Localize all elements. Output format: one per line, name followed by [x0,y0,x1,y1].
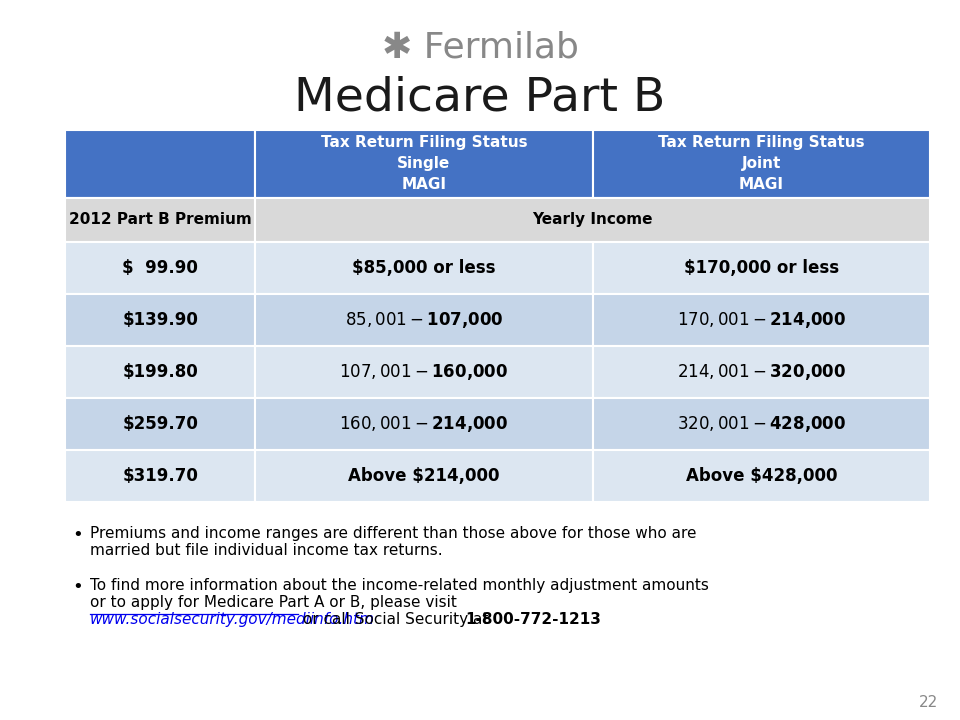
Text: $160,001-$214,000: $160,001-$214,000 [339,414,509,433]
Text: ✱ Fermilab: ✱ Fermilab [381,31,579,65]
Text: Premiums and income ranges are different than those above for those who are: Premiums and income ranges are different… [90,526,697,541]
Bar [255,294,592,346]
Text: Tax Return Filing Status
Joint
MAGI: Tax Return Filing Status Joint MAGI [658,135,865,192]
Text: Tax Return Filing Status
Single
MAGI: Tax Return Filing Status Single MAGI [321,135,527,192]
Text: Above $428,000: Above $428,000 [685,467,837,485]
Bar [592,450,930,502]
Bar [592,397,930,450]
Text: $85,001-$107,000: $85,001-$107,000 [345,310,503,330]
Text: Yearly Income: Yearly Income [533,212,653,228]
Bar [255,130,592,197]
Text: $139.90: $139.90 [122,311,198,329]
Text: Above $214,000: Above $214,000 [348,467,500,485]
Text: or call Social Security at: or call Social Security at [299,612,493,627]
Text: Medicare Part B: Medicare Part B [295,76,665,120]
Text: $170,001-$214,000: $170,001-$214,000 [677,310,846,330]
Bar [592,130,930,197]
Bar [65,397,255,450]
Bar [255,242,592,294]
Text: To find more information about the income-related monthly adjustment amounts: To find more information about the incom… [90,577,708,593]
Bar [255,450,592,502]
Bar [65,294,255,346]
Text: $199.80: $199.80 [122,363,198,381]
Text: or to apply for Medicare Part A or B, please visit: or to apply for Medicare Part A or B, pl… [90,595,457,610]
Bar [592,294,930,346]
Bar [65,450,255,502]
Bar [255,197,930,242]
Bar [65,130,255,197]
Text: •: • [72,577,83,596]
Bar [592,346,930,397]
Bar [255,397,592,450]
Text: •: • [72,526,83,544]
Text: $85,000 or less: $85,000 or less [352,258,495,276]
Text: 2012 Part B Premium: 2012 Part B Premium [69,212,252,228]
Text: married but file individual income tax returns.: married but file individual income tax r… [90,543,443,558]
Text: www.socialsecurity.gov/mediinfo.htm: www.socialsecurity.gov/mediinfo.htm [90,612,374,627]
Bar [65,242,255,294]
Text: 1-800-772-1213: 1-800-772-1213 [465,612,601,627]
Bar [65,197,255,242]
Bar [65,346,255,397]
Text: $259.70: $259.70 [122,415,198,433]
Text: $107,001-$160,000: $107,001-$160,000 [339,361,509,382]
Text: $320,001-$428,000: $320,001-$428,000 [677,414,846,433]
Text: 22: 22 [919,695,938,710]
Bar [592,242,930,294]
Text: $  99.90: $ 99.90 [122,258,198,276]
Text: $319.70: $319.70 [122,467,198,485]
Text: $170,000 or less: $170,000 or less [684,258,839,276]
Text: $214,001-$320,000: $214,001-$320,000 [677,361,846,382]
Bar [255,346,592,397]
